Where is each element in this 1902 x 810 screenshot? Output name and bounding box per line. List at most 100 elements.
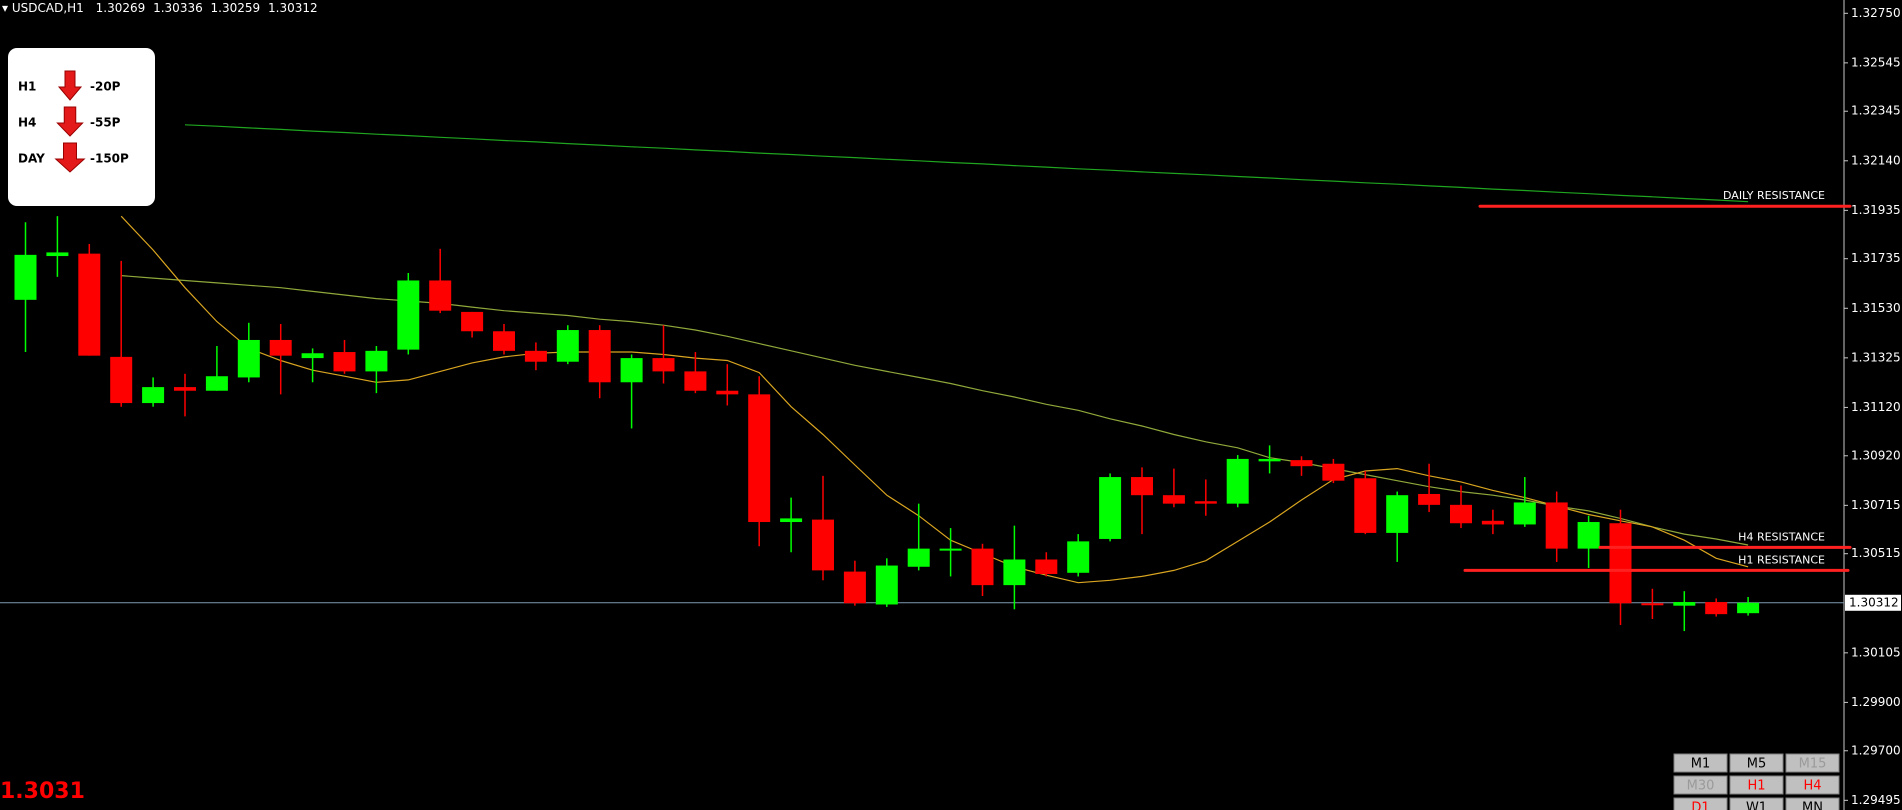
candle-body — [493, 331, 515, 351]
candle-body — [1705, 602, 1728, 615]
candle-body — [1641, 603, 1664, 606]
signal-timeframe: H4 — [18, 116, 36, 130]
signal-timeframe: DAY — [18, 152, 45, 166]
candle-body — [1099, 477, 1122, 539]
candle-body — [461, 311, 484, 332]
candle-body — [1737, 602, 1760, 614]
timeframe-button[interactable] — [1729, 753, 1784, 773]
candle-body — [1386, 495, 1409, 533]
candle-body — [1354, 478, 1377, 533]
current-price-label: 1.30312 — [1849, 595, 1899, 609]
candle-body — [875, 565, 898, 605]
candle-body — [174, 387, 196, 391]
candle-body — [46, 252, 69, 257]
y-tick-label: 1.30105 — [1851, 645, 1901, 659]
candle-body — [333, 352, 356, 372]
timeframe-button[interactable] — [1785, 753, 1840, 773]
candle-body — [237, 339, 260, 378]
candle-body — [269, 339, 292, 356]
header-open: 1.30269 — [96, 1, 146, 15]
y-tick-label: 1.30920 — [1851, 448, 1901, 462]
y-tick-label: 1.32345 — [1851, 104, 1901, 118]
timeframe-label[interactable]: H1 — [1747, 779, 1765, 794]
timeframe-button[interactable] — [1729, 797, 1784, 810]
timeframe-button[interactable] — [1729, 775, 1784, 795]
candle-body — [1162, 495, 1185, 504]
candle-body — [1418, 493, 1441, 505]
candle-body — [1673, 602, 1696, 606]
candle-body — [812, 519, 834, 571]
y-tick-label: 1.29495 — [1851, 793, 1901, 807]
candle-body — [780, 518, 803, 523]
candle-body — [684, 371, 707, 391]
candle-body — [939, 548, 962, 551]
resistance-label: H1 RESISTANCE — [1738, 553, 1825, 566]
timeframe-label[interactable]: H4 — [1803, 779, 1821, 794]
signal-rows: H1 -20P H4 -55P DAY -150P — [18, 70, 129, 173]
candle-body — [556, 330, 579, 362]
timeframe-label[interactable]: D1 — [1691, 801, 1709, 810]
candle-body — [365, 350, 388, 372]
candle-body — [843, 571, 866, 604]
collapse-icon: ▾ — [2, 1, 8, 15]
candle-body — [1481, 520, 1504, 525]
candle-body — [748, 394, 771, 523]
header-low: 1.30259 — [211, 1, 261, 15]
y-tick-label: 1.30715 — [1851, 498, 1901, 512]
timeframe-label[interactable]: M1 — [1691, 757, 1711, 772]
header: ▾ USDCAD,H1 1.30269 1.30336 1.30259 1.30… — [2, 1, 318, 15]
signal-pips: -20P — [90, 80, 121, 94]
down-arrow — [54, 142, 86, 173]
candle-body — [205, 376, 228, 391]
header-high: 1.30336 — [153, 1, 203, 15]
candle-body — [397, 280, 420, 350]
candle-body — [1131, 477, 1153, 496]
timeframe-label[interactable]: M30 — [1687, 779, 1715, 794]
candle-body — [1513, 502, 1536, 525]
timeframe-label[interactable]: M15 — [1799, 757, 1827, 772]
indicator-line — [184, 124, 1749, 203]
signal-pips: -150P — [90, 152, 129, 166]
timeframe-button[interactable] — [1673, 775, 1728, 795]
candle-body — [907, 548, 930, 567]
symbol: USDCAD,H1 — [12, 1, 84, 15]
indicator-line — [120, 215, 1749, 584]
y-tick-label: 1.29900 — [1851, 695, 1901, 709]
candle-body — [1067, 541, 1090, 573]
resistance-label: H4 RESISTANCE — [1738, 530, 1825, 543]
candle-body — [524, 350, 547, 362]
timeframe-button[interactable] — [1673, 797, 1728, 810]
candle-body — [1545, 502, 1568, 549]
candle-body — [588, 330, 611, 383]
timeframe-button[interactable] — [1673, 753, 1728, 773]
candle-body — [1194, 501, 1217, 504]
plot: 1.32750 1.32545 1.32345 1.32140 1.31935 1.317… — [0, 6, 1901, 807]
y-tick-label: 1.31325 — [1851, 350, 1901, 364]
current-price-box — [1845, 594, 1901, 611]
y-tick-label: 1.32545 — [1851, 55, 1901, 69]
signal-panel — [8, 48, 155, 206]
timeframe-label[interactable]: W1 — [1746, 801, 1767, 810]
down-arrow — [57, 70, 83, 101]
timeframe-label[interactable]: M5 — [1747, 757, 1767, 772]
candle-body — [1322, 463, 1345, 481]
candle-body — [1450, 504, 1472, 524]
timeframe-panel: M1 M5 M15 M30 H1 H4 D1 W1 MN — [1673, 753, 1840, 810]
y-tick-label: 1.29700 — [1851, 743, 1901, 757]
candle-body — [429, 280, 452, 311]
y-tick-label: 1.31935 — [1851, 203, 1901, 217]
price-display: 1.3031 — [0, 779, 85, 804]
candle-body — [1577, 522, 1600, 549]
indicator-line — [121, 275, 1749, 546]
timeframe-button[interactable] — [1785, 797, 1840, 810]
candle-body — [301, 353, 324, 359]
y-tick-label: 1.31735 — [1851, 251, 1901, 265]
timeframe-label[interactable]: MN — [1802, 801, 1823, 810]
timeframe-button[interactable] — [1785, 775, 1840, 795]
down-arrow — [56, 106, 84, 137]
candle-body — [652, 358, 675, 372]
candle-body — [716, 390, 739, 395]
